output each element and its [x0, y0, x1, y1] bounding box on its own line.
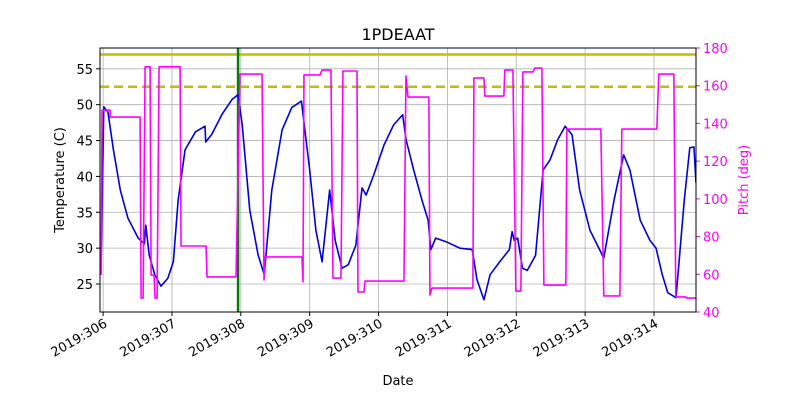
y2-tick-label: 100 — [703, 193, 728, 208]
y-axis-label: Temperature (C) — [53, 127, 68, 234]
y2-tick-label: 40 — [703, 306, 720, 321]
y2-tick-label: 120 — [703, 155, 728, 170]
y2-tick-label: 160 — [703, 80, 728, 95]
y2-tick-label: 60 — [703, 268, 720, 283]
y2-tick-label: 140 — [703, 117, 728, 132]
plot-frame — [99, 47, 697, 313]
x-axis-label: Date — [382, 374, 413, 389]
data-line — [100, 66, 696, 299]
y-tick-label: 50 — [76, 99, 93, 114]
y2-tick-label: 180 — [703, 42, 728, 57]
y-tick-label: 30 — [76, 242, 93, 257]
y-tick-label: 40 — [76, 170, 93, 185]
y2-tick-label: 80 — [703, 231, 720, 246]
y-tick-label: 35 — [76, 206, 93, 221]
y-tick-label: 45 — [76, 135, 93, 150]
chart-title: 1PDEAAT — [361, 25, 434, 44]
y-tick-label: 25 — [76, 278, 93, 293]
y-tick-label: 55 — [76, 63, 93, 78]
y2-axis-label: Pitch (deg) — [737, 145, 752, 215]
